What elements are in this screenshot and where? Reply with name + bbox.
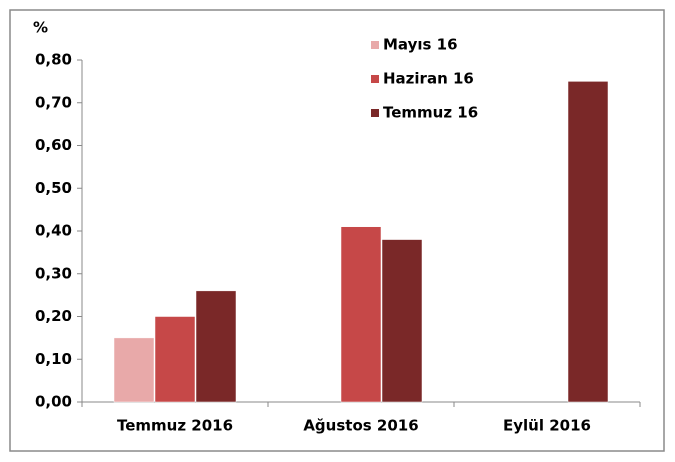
y-axis-label: % [33, 19, 48, 37]
legend-swatch [371, 109, 379, 117]
legend-label: Mayıs 16 [383, 36, 458, 54]
legend-label: Temmuz 16 [383, 104, 478, 122]
y-tick-label: 0,00 [35, 393, 72, 411]
legend-label: Haziran 16 [383, 70, 474, 88]
x-tick-label: Temmuz 2016 [117, 417, 233, 435]
bar [195, 290, 237, 403]
x-tick-label: Ağustos 2016 [303, 417, 418, 435]
y-tick-label: 0,30 [35, 264, 72, 282]
y-tick-label: 0,60 [35, 136, 72, 154]
bar [113, 337, 155, 403]
y-tick-label: 0,80 [35, 51, 72, 69]
legend-swatch [371, 75, 379, 83]
y-tick-label: 0,20 [35, 307, 72, 325]
x-tick-label: Eylül 2016 [503, 417, 591, 435]
bar [381, 239, 423, 403]
bar [154, 316, 196, 403]
bar [567, 81, 609, 403]
y-tick-label: 0,50 [35, 179, 72, 197]
bar [340, 226, 382, 403]
y-tick-label: 0,10 [35, 350, 72, 368]
y-tick-label: 0,70 [35, 93, 72, 111]
chart-border [9, 9, 665, 452]
y-tick-label: 0,40 [35, 222, 72, 240]
legend-swatch [371, 41, 379, 49]
